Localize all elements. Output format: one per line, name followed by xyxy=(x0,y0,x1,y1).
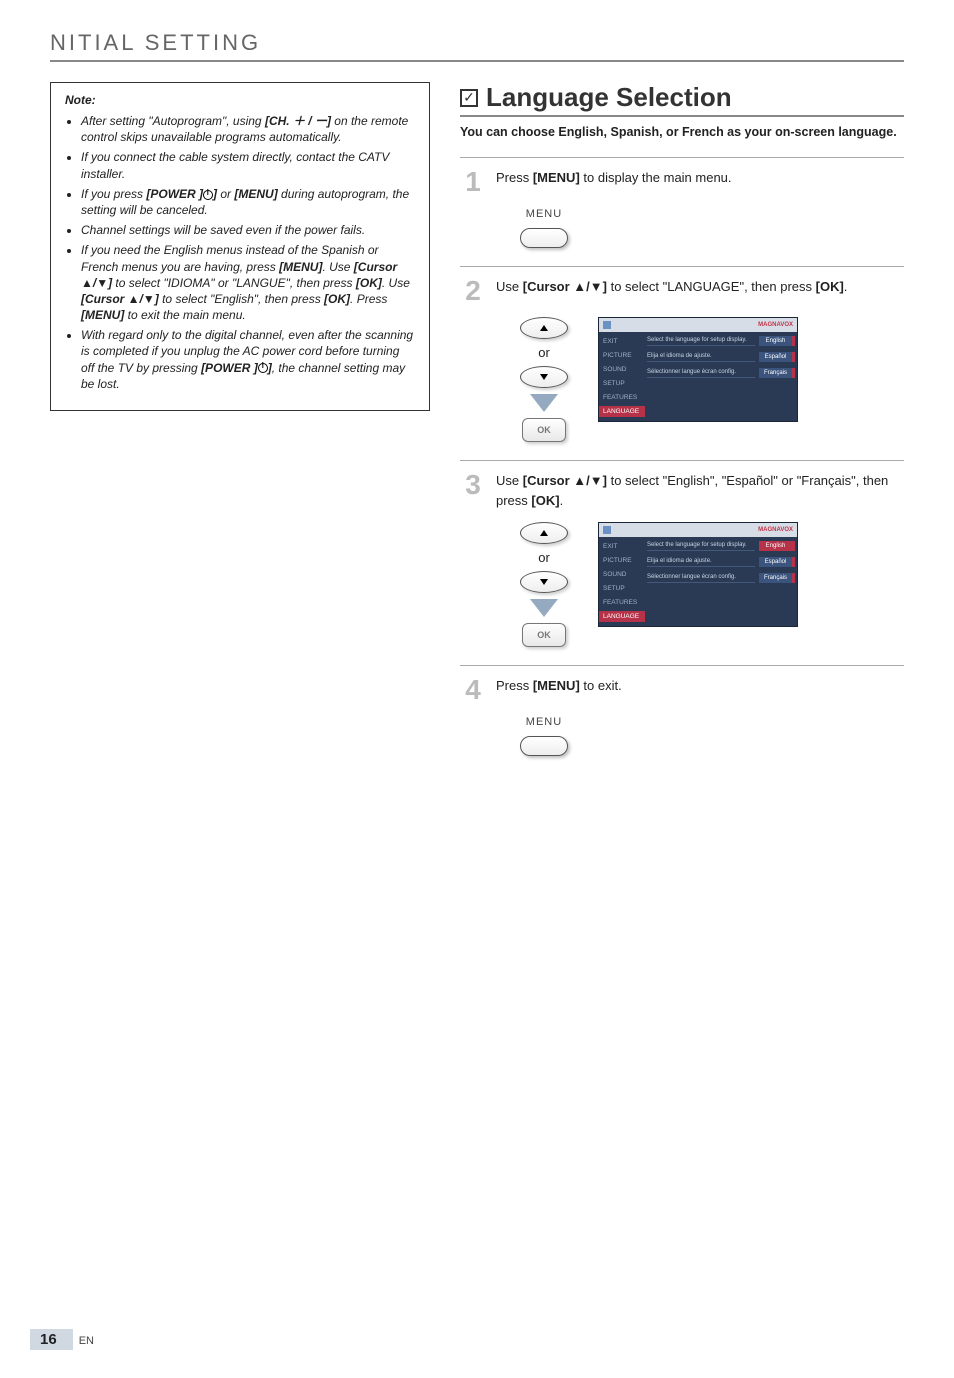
tv-logo-icon xyxy=(603,321,611,329)
left-column: Note: After setting "Autoprogram", using… xyxy=(50,82,430,774)
page-header: NITIAL SETTING xyxy=(50,30,904,62)
power-icon xyxy=(203,190,213,200)
cursor-down-icon xyxy=(520,366,568,388)
step-number: 2 xyxy=(460,277,486,305)
checkbox-icon: ✓ xyxy=(460,89,478,107)
page-language: EN xyxy=(79,1335,94,1347)
step-text: Press [MENU] to display the main menu. xyxy=(496,168,904,188)
tv-menu-main: Select the language for setup display.En… xyxy=(645,537,797,626)
tv-menu-sidebar: EXIT PICTURE SOUND SETUP FEATURES LANGUA… xyxy=(599,332,645,421)
section-title: Language Selection xyxy=(486,82,732,113)
content-columns: Note: After setting "Autoprogram", using… xyxy=(50,82,904,774)
step-1: 1 Press [MENU] to display the main menu.… xyxy=(460,157,904,266)
note-box: Note: After setting "Autoprogram", using… xyxy=(50,82,430,411)
cursor-up-icon xyxy=(520,522,568,544)
section-title-row: ✓ Language Selection xyxy=(460,82,904,117)
note-item: With regard only to the digital channel,… xyxy=(81,327,415,392)
tv-menu-screenshot: MAGNAVOX EXIT PICTURE SOUND SETUP FEATUR… xyxy=(598,522,798,627)
note-list: After setting "Autoprogram", using [CH. … xyxy=(65,113,415,392)
cursor-buttons-graphic: or OK xyxy=(520,522,568,647)
cursor-buttons-graphic: or OK xyxy=(520,317,568,442)
tv-menu-main: Select the language for setup display.En… xyxy=(645,332,797,421)
cursor-down-icon xyxy=(520,571,568,593)
menu-button-icon xyxy=(520,736,568,756)
page-number: 16 xyxy=(30,1329,73,1350)
right-column: ✓ Language Selection You can choose Engl… xyxy=(460,82,904,774)
menu-button-icon xyxy=(520,228,568,248)
step-text: Press [MENU] to exit. xyxy=(496,676,904,696)
power-icon xyxy=(258,363,268,373)
tv-logo-icon xyxy=(603,526,611,534)
tv-menu-sidebar: EXIT PICTURE SOUND SETUP FEATURES LANGUA… xyxy=(599,537,645,626)
ok-button-icon: OK xyxy=(522,623,566,647)
note-item: If you need the English menus instead of… xyxy=(81,242,415,323)
step-text: Use [Cursor ▲/▼] to select "LANGUAGE", t… xyxy=(496,277,904,297)
ok-button-icon: OK xyxy=(522,418,566,442)
step-number: 4 xyxy=(460,676,486,704)
tv-menu-screenshot: MAGNAVOX EXIT PICTURE SOUND SETUP FEATUR… xyxy=(598,317,798,422)
step-2: 2 Use [Cursor ▲/▼] to select "LANGUAGE",… xyxy=(460,266,904,460)
step-3: 3 Use [Cursor ▲/▼] to select "English", … xyxy=(460,460,904,665)
step-number: 1 xyxy=(460,168,486,196)
note-item: If you connect the cable system directly… xyxy=(81,149,415,181)
section-subtitle: You can choose English, Spanish, or Fren… xyxy=(460,125,904,139)
step-number: 3 xyxy=(460,471,486,499)
arrow-down-icon xyxy=(530,394,558,412)
note-title: Note: xyxy=(65,93,415,107)
menu-button-graphic: MENU xyxy=(520,208,568,248)
page-footer: 16 EN xyxy=(30,1329,94,1350)
note-item: If you press [POWER ]] or [MENU] during … xyxy=(81,186,415,218)
cursor-up-icon xyxy=(520,317,568,339)
step-4: 4 Press [MENU] to exit. MENU xyxy=(460,665,904,774)
step-text: Use [Cursor ▲/▼] to select "English", "E… xyxy=(496,471,904,510)
arrow-down-icon xyxy=(530,599,558,617)
note-item: After setting "Autoprogram", using [CH. … xyxy=(81,113,415,145)
menu-button-graphic: MENU xyxy=(520,716,568,756)
note-item: Channel settings will be saved even if t… xyxy=(81,222,415,238)
